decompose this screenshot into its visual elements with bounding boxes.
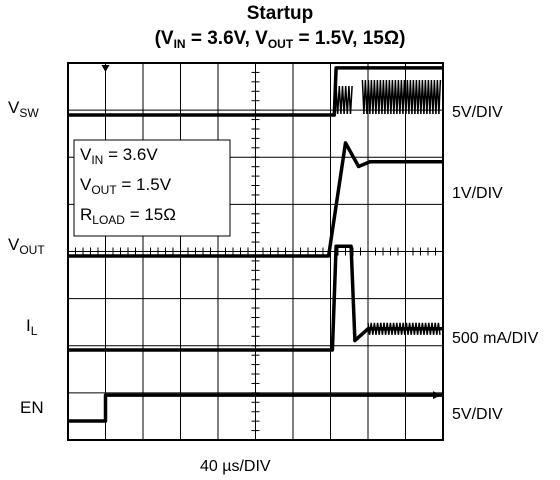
vsw-switching-burst-1 [335, 85, 353, 115]
channel-label-il: IL [26, 316, 38, 338]
trigger-marker [101, 65, 110, 72]
timebase-label: 40 µs/DIV [200, 458, 271, 475]
scale-label-en: 5V/DIV [452, 406, 503, 423]
channel-label-vsw: VSW [8, 98, 39, 120]
channel-label-vout: VOUT [8, 235, 45, 257]
scale-label-vout: 1V/DIV [452, 185, 503, 202]
annotation-rload: RLOAD = 15Ω [78, 205, 178, 227]
trace-il [68, 244, 443, 352]
chart-title: Startup [246, 3, 314, 24]
trace-vout [68, 141, 443, 258]
scale-label-vsw: 5V/DIV [452, 104, 503, 121]
trace-vsw [68, 66, 443, 117]
scale-label-il: 500 mA/DIV [452, 330, 539, 347]
channel-label-en: EN [20, 398, 44, 417]
chart-subtitle: (VIN = 3.6V, VOUT = 1.5V, 15Ω) [154, 28, 406, 51]
vsw-switching-burst-2 [361, 79, 442, 115]
annotation-vout: VOUT = 1.5V [78, 175, 174, 197]
annotation-vin: VIN = 3.6V [78, 145, 160, 167]
en-marker [433, 391, 441, 400]
trace-en [68, 393, 443, 423]
il-ripple [367, 322, 441, 335]
